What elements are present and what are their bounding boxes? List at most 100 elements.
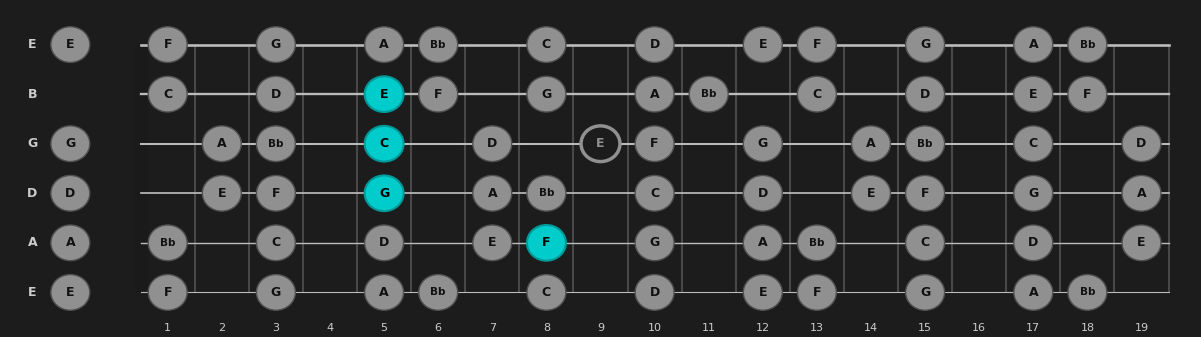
- Text: G: G: [28, 137, 37, 150]
- Circle shape: [1014, 126, 1053, 161]
- Text: G: G: [270, 286, 281, 299]
- Circle shape: [527, 225, 566, 261]
- Text: E: E: [867, 187, 876, 200]
- Circle shape: [743, 176, 782, 211]
- Circle shape: [1014, 275, 1053, 310]
- Circle shape: [257, 225, 295, 261]
- Text: F: F: [271, 187, 280, 200]
- Circle shape: [635, 275, 674, 310]
- Text: A: A: [28, 236, 37, 249]
- Text: Bb: Bb: [1080, 287, 1095, 297]
- Text: F: F: [163, 286, 172, 299]
- Text: G: G: [65, 137, 76, 150]
- Text: A: A: [380, 38, 389, 51]
- Circle shape: [1014, 225, 1053, 261]
- Text: B: B: [28, 88, 37, 101]
- Text: D: D: [488, 137, 497, 150]
- Text: 19: 19: [1135, 323, 1148, 333]
- Circle shape: [906, 76, 944, 112]
- Circle shape: [581, 126, 620, 161]
- Text: 16: 16: [972, 323, 986, 333]
- Circle shape: [257, 76, 295, 112]
- Text: E: E: [1137, 236, 1146, 249]
- Circle shape: [743, 275, 782, 310]
- Text: 6: 6: [435, 323, 442, 333]
- Text: Bb: Bb: [268, 139, 283, 149]
- Circle shape: [1122, 126, 1161, 161]
- Text: F: F: [651, 137, 659, 150]
- Circle shape: [257, 126, 295, 161]
- Circle shape: [50, 126, 90, 161]
- Text: E: E: [28, 286, 37, 299]
- Text: E: E: [380, 88, 388, 101]
- Text: E: E: [28, 38, 37, 51]
- Circle shape: [527, 27, 566, 62]
- Circle shape: [473, 176, 512, 211]
- Text: 13: 13: [809, 323, 824, 333]
- Text: C: C: [542, 286, 551, 299]
- Text: C: C: [163, 88, 172, 101]
- Circle shape: [797, 27, 836, 62]
- Text: Bb: Bb: [160, 238, 175, 248]
- Text: 11: 11: [701, 323, 716, 333]
- Text: 17: 17: [1026, 323, 1040, 333]
- Text: Bb: Bb: [701, 89, 717, 99]
- Circle shape: [1122, 176, 1161, 211]
- Text: A: A: [866, 137, 876, 150]
- Circle shape: [148, 225, 187, 261]
- Text: A: A: [488, 187, 497, 200]
- Text: E: E: [217, 187, 226, 200]
- Circle shape: [906, 225, 944, 261]
- Circle shape: [635, 27, 674, 62]
- Text: C: C: [650, 187, 659, 200]
- Circle shape: [1014, 176, 1053, 211]
- Text: A: A: [380, 286, 389, 299]
- Text: D: D: [650, 38, 659, 51]
- Circle shape: [202, 176, 241, 211]
- Circle shape: [202, 126, 241, 161]
- Text: 15: 15: [918, 323, 932, 333]
- Text: D: D: [380, 236, 389, 249]
- Text: E: E: [1029, 88, 1038, 101]
- Circle shape: [852, 126, 890, 161]
- Circle shape: [365, 126, 404, 161]
- Text: G: G: [1028, 187, 1039, 200]
- Text: E: E: [66, 38, 74, 51]
- Text: E: E: [66, 286, 74, 299]
- Text: E: E: [759, 286, 767, 299]
- Circle shape: [148, 76, 187, 112]
- Text: 9: 9: [597, 323, 604, 333]
- Circle shape: [365, 76, 404, 112]
- Text: D: D: [758, 187, 767, 200]
- Text: A: A: [217, 137, 227, 150]
- Circle shape: [1014, 27, 1053, 62]
- Circle shape: [257, 27, 295, 62]
- Text: A: A: [1028, 286, 1038, 299]
- Text: C: C: [1029, 137, 1038, 150]
- Text: Bb: Bb: [918, 139, 933, 149]
- Circle shape: [365, 225, 404, 261]
- Circle shape: [1014, 76, 1053, 112]
- Text: 1: 1: [165, 323, 172, 333]
- Text: F: F: [813, 286, 821, 299]
- Circle shape: [906, 275, 944, 310]
- Circle shape: [1068, 27, 1107, 62]
- Text: G: G: [270, 38, 281, 51]
- Text: F: F: [542, 236, 550, 249]
- Text: G: G: [380, 187, 389, 200]
- Circle shape: [527, 76, 566, 112]
- Circle shape: [906, 176, 944, 211]
- Circle shape: [527, 176, 566, 211]
- Text: 7: 7: [489, 323, 496, 333]
- Text: E: E: [596, 137, 605, 150]
- Text: D: D: [1136, 137, 1147, 150]
- Text: F: F: [434, 88, 442, 101]
- Text: F: F: [921, 187, 930, 200]
- Circle shape: [906, 126, 944, 161]
- Circle shape: [797, 225, 836, 261]
- Circle shape: [689, 76, 728, 112]
- Text: C: C: [271, 236, 281, 249]
- Text: 3: 3: [273, 323, 280, 333]
- Circle shape: [365, 27, 404, 62]
- Text: F: F: [1083, 88, 1092, 101]
